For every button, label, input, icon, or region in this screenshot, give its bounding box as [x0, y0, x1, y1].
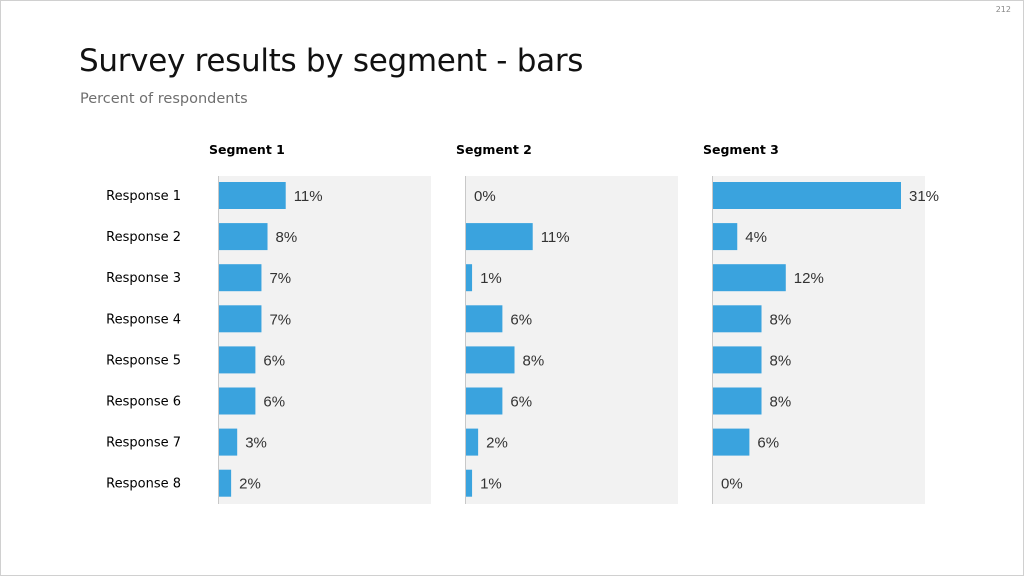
bar	[713, 182, 901, 209]
bar	[466, 469, 473, 497]
bar	[466, 346, 515, 374]
bar	[466, 387, 503, 415]
bar-value-label: 8%	[276, 229, 298, 246]
bar-value-label: 11%	[541, 229, 570, 246]
bar-value-label: 4%	[745, 229, 767, 246]
bar-value-label: 8%	[523, 352, 545, 369]
bar-value-label: 12%	[794, 270, 824, 287]
bar-value-label: 1%	[480, 476, 502, 493]
response-label: Response 2	[106, 230, 181, 245]
page-number: 212	[995, 5, 1011, 14]
bar-value-label: 2%	[239, 476, 261, 493]
response-label: Response 1	[106, 189, 181, 204]
bar-value-label: 2%	[486, 435, 508, 452]
bar-value-label: 6%	[757, 435, 779, 452]
response-label: Response 8	[106, 477, 181, 492]
bar	[219, 469, 232, 497]
bar	[466, 428, 479, 456]
bar	[466, 264, 473, 292]
bar-value-label: 6%	[510, 311, 532, 328]
bar-value-label: 3%	[245, 435, 267, 452]
bar-value-label: 8%	[770, 394, 792, 411]
bar	[219, 387, 256, 415]
bar	[713, 387, 762, 415]
response-label: Response 7	[106, 436, 181, 451]
response-label: Response 6	[106, 395, 181, 410]
response-label: Response 5	[106, 353, 181, 368]
bar-value-label: 6%	[263, 394, 285, 411]
bar	[713, 305, 762, 333]
bar-value-label: 7%	[269, 311, 291, 328]
bar	[713, 346, 762, 374]
bar	[713, 264, 786, 292]
bar-value-label: 7%	[269, 270, 291, 287]
bar	[219, 428, 238, 456]
slide-title: Survey results by segment - bars	[79, 43, 584, 79]
bar-value-label: 8%	[770, 311, 792, 328]
bar-value-label: 6%	[263, 352, 285, 369]
bar	[219, 346, 256, 374]
bar-value-label: 0%	[474, 188, 496, 205]
segment-title: Segment 2	[456, 142, 532, 157]
bar-value-label: 6%	[510, 394, 532, 411]
bar-value-label: 8%	[770, 352, 792, 369]
bar	[219, 305, 262, 333]
bar-value-label: 11%	[294, 188, 323, 205]
bar-value-label: 0%	[721, 476, 743, 493]
bar	[219, 223, 268, 251]
bar-value-label: 31%	[909, 188, 939, 205]
bar	[466, 305, 503, 333]
bar	[466, 223, 533, 251]
response-label: Response 3	[106, 271, 181, 286]
segment-title: Segment 3	[703, 142, 779, 157]
segment-title: Segment 1	[209, 142, 285, 157]
bar	[713, 428, 750, 456]
response-label: Response 4	[106, 312, 181, 327]
bar	[219, 182, 286, 209]
bar	[713, 223, 738, 251]
bar-value-label: 1%	[480, 270, 502, 287]
bar	[219, 264, 262, 292]
slide-subtitle: Percent of respondents	[80, 91, 248, 107]
